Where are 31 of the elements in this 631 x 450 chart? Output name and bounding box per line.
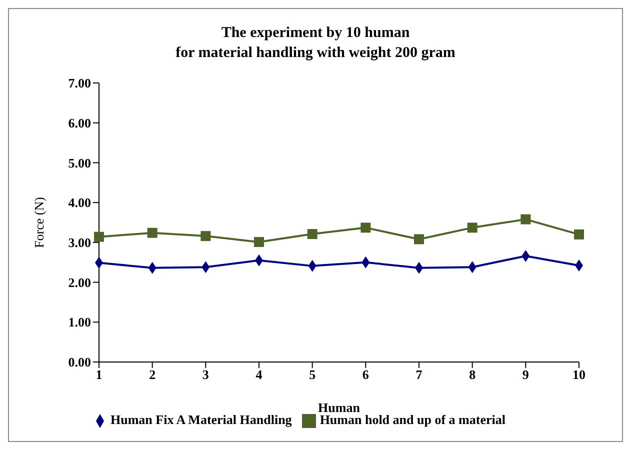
x-tick-label: 3 xyxy=(202,367,210,382)
y-tick-label: 5.00 xyxy=(68,155,91,170)
y-tick-label: 0.00 xyxy=(68,354,91,370)
point xyxy=(360,222,371,233)
point xyxy=(574,229,584,240)
x-tick-label: 7 xyxy=(416,367,423,382)
legend-label: Human Fix A Material Handling xyxy=(110,412,292,427)
point xyxy=(307,229,318,240)
point xyxy=(520,214,531,224)
x-tick-label: 2 xyxy=(149,367,156,382)
chart-title: The experiment by 10 human for material handling with weight 200 gram xyxy=(174,24,456,63)
y-axis-title: Force (N) xyxy=(32,197,47,248)
x-tick-label: 5 xyxy=(309,367,316,382)
x-tick-label: 4 xyxy=(256,367,263,382)
y-tick-label: 4.00 xyxy=(68,195,91,210)
x-tick-label: 10 xyxy=(572,367,586,382)
point xyxy=(94,232,104,242)
point xyxy=(147,228,158,238)
x-tick-label: 6 xyxy=(362,367,370,382)
x-tick-label: 9 xyxy=(522,367,530,382)
point xyxy=(414,234,424,244)
point xyxy=(200,231,211,242)
x-tick-label: 1 xyxy=(96,367,102,382)
x-tick-label: 8 xyxy=(469,367,476,382)
y-tick-label: 6.00 xyxy=(68,115,91,130)
point xyxy=(467,222,478,233)
y-tick-label: 2.00 xyxy=(68,274,91,290)
y-tick-label: 1.00 xyxy=(68,314,91,330)
point xyxy=(254,237,264,248)
y-tick-label: 3.00 xyxy=(68,235,91,250)
y-tick-label: 7.00 xyxy=(68,76,91,91)
